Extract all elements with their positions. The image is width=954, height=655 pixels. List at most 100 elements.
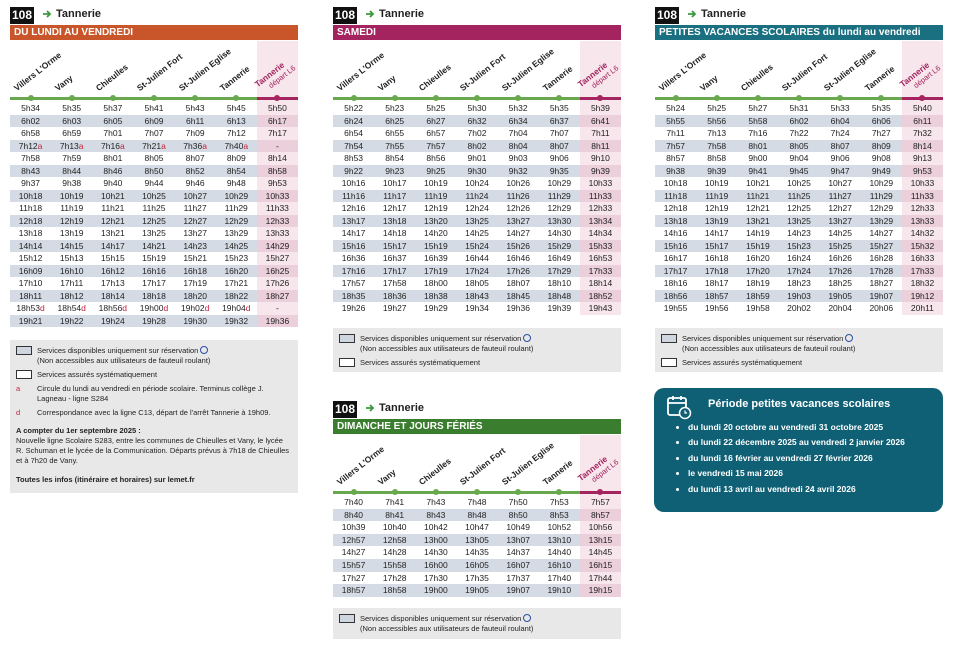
- time-cell: 14h25: [828, 228, 852, 238]
- note-key: a: [16, 384, 21, 393]
- reservation-label: Services disponibles uniquement sur rése…: [360, 334, 522, 343]
- time-cell: 6h03: [62, 115, 82, 126]
- time-cell: 16h16: [142, 265, 166, 276]
- time-cell: 15h13: [59, 253, 84, 263]
- time-cell: 17h30: [424, 572, 448, 583]
- period-bar: DIMANCHE ET JOURS FÉRIÉS: [333, 419, 621, 434]
- time-cell: 6h34: [508, 115, 528, 126]
- time-cell: 16h09: [18, 265, 43, 276]
- time-cell: 8h46: [103, 165, 123, 176]
- time-cell: 15h12: [18, 253, 43, 263]
- time-cell: 18h56: [663, 290, 688, 301]
- time-cell: 19h27: [382, 303, 407, 313]
- time-cell: 15h16: [663, 240, 688, 251]
- time-cell: 5h35: [549, 103, 569, 113]
- time-cell: 9h08: [871, 153, 891, 163]
- time-cell: 15h21: [183, 253, 207, 263]
- time-cell: 14h17: [341, 228, 366, 238]
- time-cell: 11h33: [588, 190, 612, 201]
- time-cell: 15h19: [746, 240, 770, 251]
- time-cell: 7h01: [103, 128, 123, 138]
- time-cell: 13h30: [547, 215, 572, 226]
- time-cell: 17h40: [547, 572, 572, 583]
- holiday-item: du lundi 20 octobre au vendredi 31 octob…: [688, 420, 905, 435]
- row-shade: [579, 264, 621, 277]
- time-cell: 17h17: [142, 278, 166, 288]
- time-cell: 8h01: [748, 140, 768, 151]
- swatch-regular: [339, 358, 355, 367]
- stop-dot: [474, 489, 480, 495]
- time-cell: 8h56: [426, 153, 446, 163]
- stop-label: Vany: [375, 72, 398, 93]
- time-cell: 7h27: [871, 128, 891, 138]
- time-cell: 18h57: [341, 585, 366, 596]
- time-cell: 8h07: [549, 140, 569, 151]
- reservation-icon: [523, 614, 532, 622]
- time-cell: 8h07: [830, 140, 850, 151]
- time-cell: 11h27: [183, 203, 207, 213]
- time-cell: 8h44: [62, 165, 82, 176]
- time-cell: 5h45: [226, 103, 246, 113]
- time-cell: 18h12: [59, 290, 84, 301]
- time-cell: 18h14: [101, 290, 125, 301]
- time-cell: 16h53: [588, 253, 613, 263]
- time-cell: 14h16: [663, 228, 688, 238]
- legend: Services disponibles uniquement sur rése…: [10, 340, 298, 493]
- swatch-reserved: [339, 614, 355, 623]
- time-cell: 6h13: [226, 115, 246, 126]
- time-cell: 13h21: [746, 215, 770, 226]
- time-cell: 5h35: [871, 103, 891, 113]
- row-shade: [333, 114, 580, 127]
- note-item: d Correspondance avec la ligne C13, dépar…: [16, 408, 292, 418]
- time-cell: 6h06: [871, 115, 891, 126]
- time-cell: 13h34: [588, 215, 613, 226]
- time-cell: 11h19: [424, 190, 448, 201]
- time-cell: 9h39: [590, 165, 610, 176]
- time-cell: 9h45: [789, 165, 809, 176]
- time-cell: 19h05: [828, 290, 852, 301]
- time-cell: 18h20: [183, 290, 207, 301]
- time-cell: 19h56: [704, 303, 729, 313]
- time-cell: 13h19: [59, 228, 84, 238]
- time-cell: 11h29: [224, 203, 248, 213]
- time-cell: 7h11: [591, 128, 610, 138]
- time-cell: 11h26: [506, 190, 530, 201]
- stop-label: Vany: [375, 466, 398, 487]
- route-line: [10, 97, 257, 100]
- time-cell: 7h57: [666, 140, 686, 151]
- destination: Tannerie: [701, 8, 747, 20]
- time-cell: 17h24: [787, 265, 811, 276]
- period-bar: PETITES VACANCES SCOLAIRES du lundi au v…: [655, 25, 943, 40]
- row-shade: [333, 584, 580, 597]
- route-line: [655, 97, 902, 100]
- time-cell: 5h31: [789, 103, 809, 113]
- time-cell: 19h21: [18, 315, 43, 326]
- time-cell: 9h49: [871, 165, 891, 176]
- time-cell: 17h16: [341, 265, 366, 276]
- stop-dot: [515, 489, 522, 495]
- reservation-icon: [845, 334, 854, 342]
- stop-dot: [556, 95, 563, 101]
- time-cell: 18h14: [588, 278, 613, 288]
- time-cell: 11h17: [383, 190, 407, 201]
- time-cell: 18h00: [424, 278, 448, 288]
- row-shade: [655, 164, 902, 177]
- time-cell: 17h26: [828, 265, 852, 276]
- time-cell: 8h04: [508, 140, 528, 151]
- time-cell: 5h39: [590, 103, 610, 113]
- time-cell: 13h17: [341, 215, 366, 226]
- time-cell: 15h33: [588, 240, 613, 251]
- time-cell: 11h19: [60, 203, 84, 213]
- time-cell: 10h16: [341, 178, 366, 188]
- time-cell: 10h25: [142, 190, 166, 201]
- reservation-note: (Non accessibles aux utilisateurs de fau…: [360, 624, 534, 633]
- row-shade: [655, 289, 902, 302]
- time-cell: 14h27: [869, 228, 894, 238]
- stop-dot: [515, 95, 522, 101]
- row-shade: [333, 264, 580, 277]
- time-cell: 8h48: [467, 509, 487, 520]
- time-cell: 9h03: [508, 153, 528, 163]
- time-cell: 14h23: [787, 228, 811, 238]
- time-cell: 19h32: [224, 315, 249, 326]
- time-cell: 8h53: [549, 509, 569, 520]
